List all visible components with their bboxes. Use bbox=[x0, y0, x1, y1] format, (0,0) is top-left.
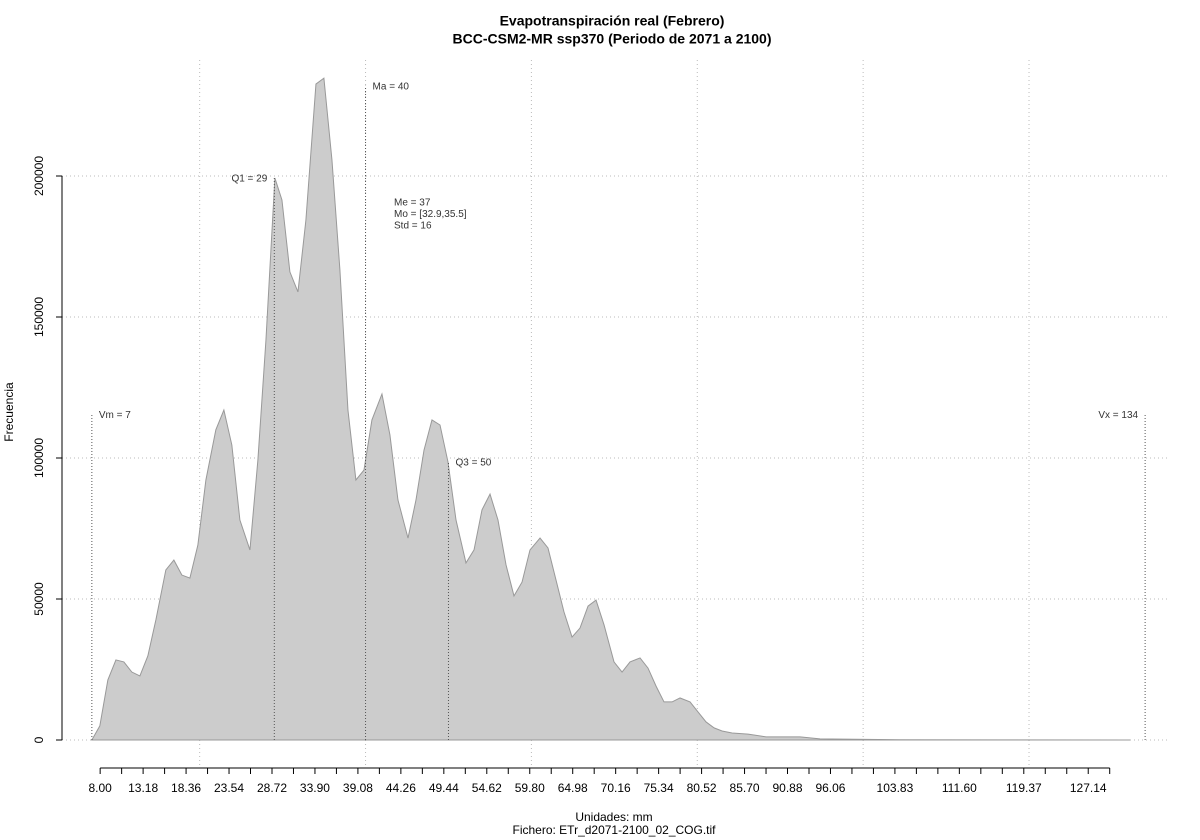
x-tick-label: 8.00 bbox=[88, 781, 112, 795]
stat-label: Me = 37 bbox=[394, 198, 431, 209]
stat-label: Std = 16 bbox=[394, 221, 432, 232]
x-tick-label: 64.98 bbox=[558, 781, 588, 795]
x-tick-label: 127.14 bbox=[1070, 781, 1107, 795]
x-tick-label: 103.83 bbox=[877, 781, 914, 795]
x-tick-label: 54.62 bbox=[472, 781, 502, 795]
x-tick-label: 39.08 bbox=[343, 781, 373, 795]
x-tick-label: 96.06 bbox=[815, 781, 845, 795]
x-tick-label: 90.88 bbox=[772, 781, 802, 795]
y-tick-label: 150000 bbox=[32, 297, 46, 337]
x-tick-label: 119.37 bbox=[1006, 781, 1042, 795]
y-tick-label: 200000 bbox=[32, 156, 46, 196]
x-tick-label: 44.26 bbox=[386, 781, 416, 795]
marker-label: Vx = 134 bbox=[1098, 410, 1138, 421]
x-tick-label: 28.72 bbox=[257, 781, 287, 795]
x-tick-label: 13.18 bbox=[128, 781, 158, 795]
y-tick-label: 50000 bbox=[32, 582, 46, 616]
y-tick-label: 100000 bbox=[32, 438, 46, 478]
density-area bbox=[90, 77, 1131, 741]
x-axis-label: Unidades: mm bbox=[575, 810, 652, 824]
x-tick-label: 85.70 bbox=[730, 781, 760, 795]
marker-label: Q3 = 50 bbox=[455, 458, 491, 469]
x-tick-label: 59.80 bbox=[515, 781, 545, 795]
x-tick-label: 49.44 bbox=[429, 781, 459, 795]
x-tick-label: 70.16 bbox=[601, 781, 631, 795]
x-tick-label: 18.36 bbox=[171, 781, 201, 795]
x-tick-label: 33.90 bbox=[300, 781, 330, 795]
x-tick-label: 111.60 bbox=[942, 781, 977, 795]
y-axis-label: Frecuencia bbox=[2, 382, 16, 442]
marker-label: Ma = 40 bbox=[373, 81, 410, 92]
x-tick-label: 80.52 bbox=[687, 781, 717, 795]
marker-label: Vm = 7 bbox=[99, 410, 131, 421]
marker-label: Q1 = 29 bbox=[231, 174, 267, 185]
x-tick-label: 75.34 bbox=[644, 781, 674, 795]
y-tick-label: 0 bbox=[32, 736, 46, 743]
chart-subtitle: BCC-CSM2-MR ssp370 (Periodo de 2071 a 21… bbox=[453, 31, 772, 47]
x-tick-label: 23.54 bbox=[214, 781, 244, 795]
chart-title: Evapotranspiración real (Febrero) bbox=[500, 13, 725, 29]
caption: Fichero: ETr_d2071-2100_02_COG.tif bbox=[513, 823, 717, 837]
stat-label: Mo = [32.9,35.5] bbox=[394, 209, 467, 220]
